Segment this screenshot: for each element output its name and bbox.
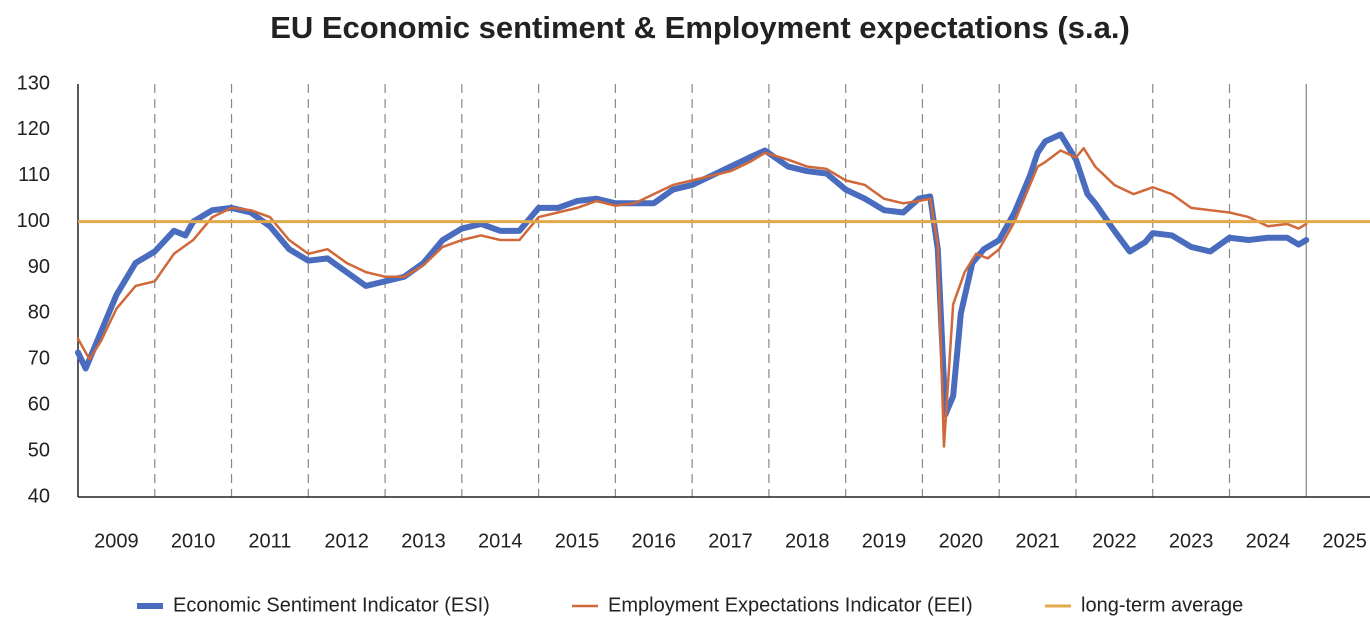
x-tick-label: 2015 — [555, 530, 600, 552]
y-tick-label: 60 — [28, 394, 50, 416]
x-tick-label: 2009 — [94, 530, 139, 552]
x-tick-label: 2012 — [324, 530, 369, 552]
x-tick-label: 2016 — [632, 530, 677, 552]
x-tick-label: 2023 — [1169, 530, 1214, 552]
x-tick-label: 2020 — [939, 530, 984, 552]
x-tick-label: 2017 — [708, 530, 753, 552]
x-tick-label: 2018 — [785, 530, 830, 552]
y-tick-label: 120 — [17, 118, 50, 140]
y-tick-label: 80 — [28, 302, 50, 324]
y-tick-label: 130 — [17, 72, 50, 94]
x-tick-label: 2024 — [1246, 530, 1291, 552]
legend-label: Employment Expectations Indicator (EEI) — [608, 594, 973, 616]
x-tick-label: 2011 — [248, 530, 291, 552]
series-line — [75, 131, 1310, 418]
y-tick-label: 70 — [28, 348, 50, 370]
y-tick-label: 110 — [18, 164, 50, 186]
x-tick-label: 2025 — [1322, 530, 1367, 552]
x-tick-label: 2010 — [171, 530, 216, 552]
x-tick-label: 2019 — [862, 530, 907, 552]
x-tick-label: 2021 — [1015, 530, 1060, 552]
x-tick-label: 2013 — [401, 530, 446, 552]
legend-label: Economic Sentiment Indicator (ESI) — [173, 594, 490, 616]
series-line — [76, 146, 1308, 448]
y-tick-label: 90 — [28, 256, 50, 278]
x-tick-label: 2022 — [1092, 530, 1137, 552]
x-tick-label: 2014 — [478, 530, 523, 552]
chart-title: EU Economic sentiment & Employment expec… — [270, 10, 1130, 45]
y-tick-label: 40 — [28, 485, 50, 507]
y-tick-label: 100 — [17, 210, 50, 232]
y-tick-label: 50 — [28, 439, 50, 461]
legend-label: long-term average — [1081, 594, 1243, 616]
